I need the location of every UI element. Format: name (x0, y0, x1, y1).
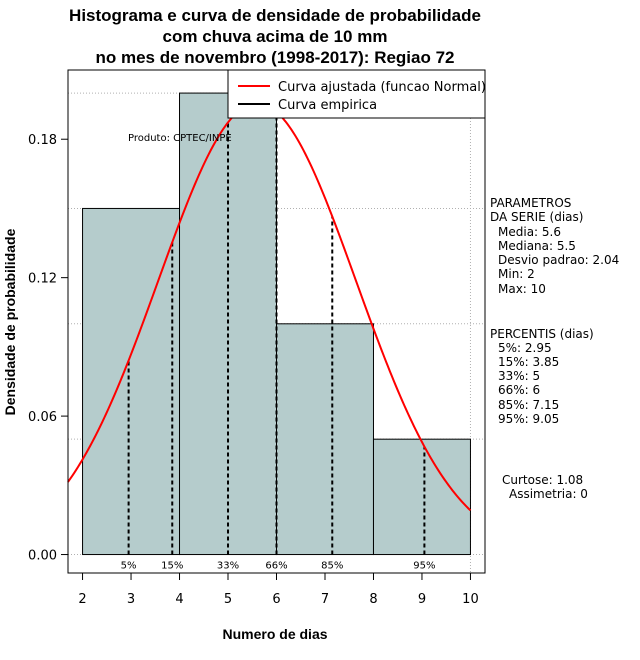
param-min: Min: 2 (498, 267, 535, 281)
legend-empirical-label: Curva empirica (278, 98, 377, 113)
percentile-label-5: 95% (413, 561, 435, 572)
x-tick-label-3: 5 (224, 592, 232, 607)
chart-title-line-1: Histograma e curva de densidade de proba… (69, 6, 481, 25)
y-tick-label-0: 0.00 (28, 549, 57, 564)
x-axis-title: Numero de dias (222, 626, 327, 642)
x-tick-label-7: 9 (418, 592, 426, 607)
param-mediana: Mediana: 5.5 (498, 239, 576, 253)
shape-stats-panel: Curtose: 1.08 Assimetria: 0 (502, 473, 588, 501)
parameters-title-1: PARAMETROS (490, 196, 571, 210)
percentil-85: 85%: 7.15 (498, 398, 559, 412)
bars-layer (82, 92, 471, 556)
x-tick-label-2: 4 (175, 592, 183, 607)
x-tick-label-5: 7 (321, 592, 329, 607)
y-tick-label-2: 0.12 (28, 272, 57, 287)
x-tick-label-4: 6 (272, 592, 280, 607)
parameters-panel: PARAMETROS DA SERIE (dias) Media: 5.6 Me… (490, 196, 619, 296)
percentile-layer: 5% 15% 33% 66% 85% 95% (121, 111, 436, 572)
histogram-bar-2 (276, 323, 374, 556)
chart-title-line-3: no mes de novembro (1998-2017): Regiao 7… (95, 48, 454, 67)
legend: Curva ajustada (funcao Normal) Curva emp… (227, 69, 486, 119)
percentiles-panel: PERCENTIS (dias) 5%: 2.95 15%: 3.85 33%:… (490, 327, 594, 426)
param-media: Media: 5.6 (498, 225, 561, 239)
y-tick-label-3: 0.18 (28, 133, 57, 148)
stat-assimetria: Assimetria: 0 (509, 487, 588, 501)
x-tick-label-1: 3 (127, 592, 135, 607)
chart-title-line-2: com chuva acima de 10 mm (163, 27, 388, 46)
percentile-label-4: 85% (321, 561, 343, 572)
param-max: Max: 10 (498, 282, 546, 296)
legend-box (227, 69, 486, 119)
percentile-label-1: 15% (161, 561, 183, 572)
product-label: Produto: CPTEC/INPE (128, 133, 232, 144)
x-tick-label-0: 2 (78, 592, 86, 607)
y-tick-label-1: 0.06 (28, 410, 57, 425)
legend-fitted-label: Curva ajustada (funcao Normal) (278, 80, 486, 95)
x-tick-label-8: 10 (462, 592, 479, 607)
percentil-33: 33%: 5 (498, 369, 540, 383)
percentil-15: 15%: 3.85 (498, 355, 559, 369)
percentil-66: 66%: 6 (498, 383, 540, 397)
parameters-title-2: DA SERIE (dias) (490, 210, 583, 224)
percentis-title: PERCENTIS (dias) (490, 327, 594, 341)
histogram-bar-3 (372, 438, 471, 556)
percentile-label-2: 33% (217, 561, 239, 572)
percentil-95: 95%: 9.05 (498, 412, 559, 426)
percentil-5: 5%: 2.95 (498, 341, 552, 355)
param-desvio: Desvio padrao: 2.04 (498, 253, 619, 267)
percentile-label-3: 66% (265, 561, 287, 572)
x-tick-label-6: 8 (369, 592, 377, 607)
percentile-label-0: 5% (121, 561, 137, 572)
stat-curtose: Curtose: 1.08 (502, 473, 583, 487)
y-axis-title: Densidade de probabilidade (2, 228, 18, 415)
